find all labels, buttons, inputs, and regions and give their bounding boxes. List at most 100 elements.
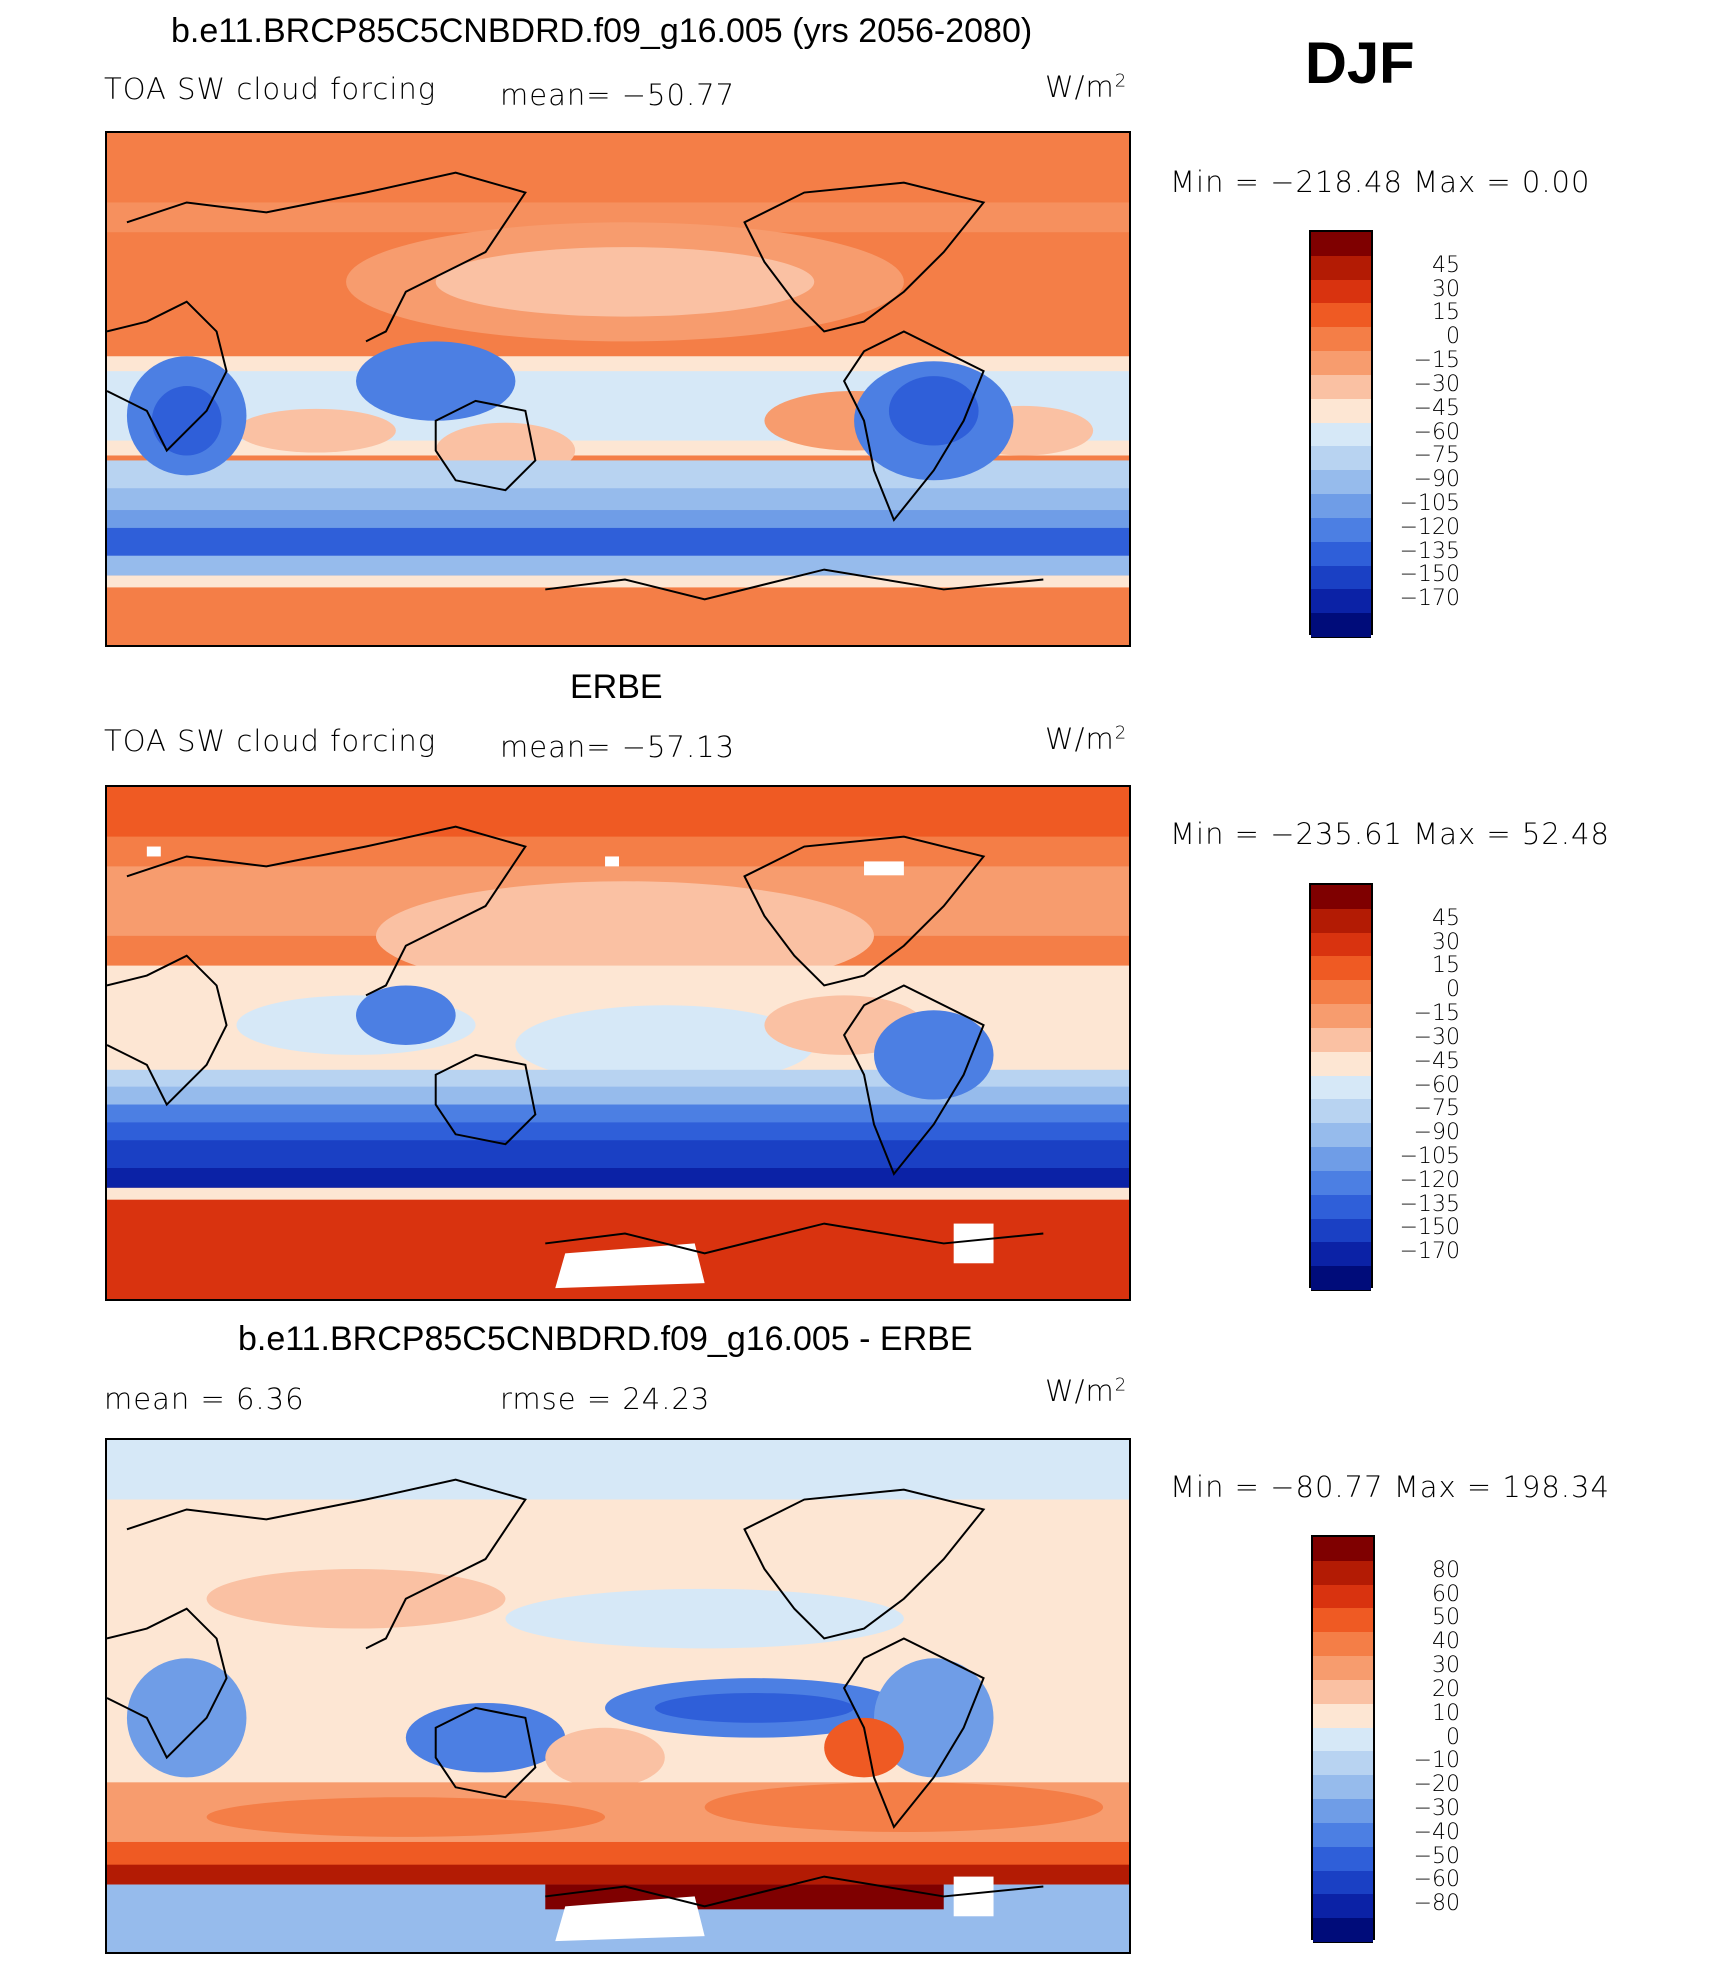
colorbar-swatch (1313, 1751, 1373, 1777)
panel3-map (105, 1438, 1131, 1954)
colorbar-tick-label: −120 (1399, 514, 1460, 540)
colorbar-swatch (1313, 1537, 1373, 1562)
colorbar-tick-label: −90 (1413, 467, 1460, 493)
colorbar-tick-label: −135 (1399, 1191, 1460, 1217)
colorbar-tick-label: −40 (1413, 1819, 1460, 1845)
panel3-colorbar (1311, 1535, 1375, 1943)
panel2-minmax: Min = −235.61 Max = 52.48 (1170, 817, 1610, 851)
colorbar-tick-label: −30 (1413, 1795, 1460, 1821)
colorbar-tick-label: −105 (1399, 490, 1460, 516)
colorbar-tick-label: 45 (1432, 252, 1460, 278)
panel3-rmse-label: rmse = 24.23 (500, 1382, 711, 1416)
colorbar-tick-label: 15 (1432, 953, 1460, 979)
colorbar-swatch (1311, 541, 1371, 567)
colorbar-swatch (1313, 1846, 1373, 1872)
colorbar-swatch (1311, 1147, 1371, 1172)
colorbar-swatch (1311, 932, 1371, 958)
panel2-units-label: W/m2 (1045, 722, 1128, 756)
colorbar-swatch (1313, 1656, 1373, 1681)
colorbar-swatch (1311, 885, 1371, 910)
panel3-title: b.e11.BRCP85C5CNBDRD.f09_g16.005 - ERBE (238, 1320, 973, 1358)
colorbar-swatch (1311, 1266, 1371, 1291)
colorbar-swatch (1311, 1218, 1371, 1244)
colorbar-tick-label: −170 (1399, 1239, 1460, 1265)
panel1-map-field (107, 133, 1129, 645)
panel1-mean-label: mean= −50.77 (500, 78, 736, 112)
colorbar-tick-label: 40 (1432, 1629, 1460, 1655)
season-label: DJF (1305, 31, 1415, 96)
panel1-units-label: W/m2 (1045, 70, 1128, 104)
panel2-colorbar (1309, 883, 1373, 1291)
colorbar-swatch (1313, 1870, 1373, 1896)
colorbar-swatch (1311, 255, 1371, 281)
colorbar-swatch (1311, 1051, 1371, 1077)
colorbar-tick-label: −75 (1413, 443, 1460, 469)
colorbar-swatch (1311, 517, 1371, 543)
colorbar-swatch (1311, 589, 1371, 615)
colorbar-tick-label: −45 (1413, 1048, 1460, 1074)
colorbar-tick-label: 0 (1446, 1724, 1460, 1750)
colorbar-swatch (1313, 1608, 1373, 1634)
colorbar-tick-label: −45 (1413, 395, 1460, 421)
colorbar-tick-label: 80 (1432, 1557, 1460, 1583)
panel3-units-label: W/m2 (1045, 1374, 1128, 1408)
colorbar-swatch (1311, 398, 1371, 424)
colorbar-swatch (1311, 422, 1371, 448)
colorbar-swatch (1313, 1584, 1373, 1610)
colorbar-swatch (1311, 1075, 1371, 1101)
colorbar-swatch (1311, 303, 1371, 329)
panel2-map (105, 785, 1131, 1301)
colorbar-tick-label: −50 (1413, 1843, 1460, 1869)
colorbar-swatch (1311, 327, 1371, 353)
colorbar-tick-label: −90 (1413, 1120, 1460, 1146)
colorbar-swatch (1311, 908, 1371, 934)
panel3-minmax: Min = −80.77 Max = 198.34 (1170, 1470, 1610, 1504)
colorbar-swatch (1313, 1632, 1373, 1658)
colorbar-tick-label: −10 (1413, 1748, 1460, 1774)
colorbar-swatch (1311, 565, 1371, 591)
colorbar-tick-label: 20 (1432, 1676, 1460, 1702)
panel2-colorbar-labels: 45 30 15 0 −15 −30 −45 −60 −75 −90 −105 −120 −135 −15… (1380, 883, 1480, 1288)
panel1-minmax: Min = −218.48 Max = 0.00 (1170, 165, 1591, 199)
colorbar-swatch (1311, 279, 1371, 305)
colorbar-tick-label: 30 (1432, 929, 1460, 955)
colorbar-swatch (1311, 351, 1371, 376)
colorbar-swatch (1313, 1918, 1373, 1943)
colorbar-swatch (1313, 1727, 1373, 1753)
colorbar-swatch (1313, 1703, 1373, 1729)
colorbar-tick-label: 60 (1432, 1581, 1460, 1607)
panel3-colorbar-labels: 80 60 50 40 30 20 10 0 −10 −20 −30 −40 −50 −60 −80 (1380, 1535, 1480, 1940)
colorbar-tick-label: 15 (1432, 300, 1460, 326)
colorbar-tick-label: −135 (1399, 538, 1460, 564)
panel1-colorbar-labels: 45 30 15 0 −15 −30 −45 −60 −75 −90 −105 −120 −135 −15… (1380, 230, 1480, 635)
colorbar-swatch (1313, 1799, 1373, 1824)
colorbar-tick-label: −120 (1399, 1167, 1460, 1193)
colorbar-swatch (1313, 1822, 1373, 1848)
colorbar-tick-label: −30 (1413, 1024, 1460, 1050)
colorbar-swatch (1311, 613, 1371, 638)
colorbar-tick-label: −105 (1399, 1143, 1460, 1169)
panel2-variable-label: TOA SW cloud forcing (104, 724, 437, 758)
colorbar-tick-label: −15 (1413, 348, 1460, 374)
panel1-variable-label: TOA SW cloud forcing (104, 72, 437, 106)
colorbar-swatch (1311, 232, 1371, 257)
panel2-title: ERBE (570, 668, 663, 706)
colorbar-swatch (1311, 980, 1371, 1006)
colorbar-swatch (1311, 446, 1371, 472)
panel1-title: b.e11.BRCP85C5CNBDRD.f09_g16.005 (yrs 20… (171, 12, 1033, 50)
colorbar-tick-label: 0 (1446, 324, 1460, 350)
colorbar-swatch (1311, 1194, 1371, 1220)
colorbar-swatch (1311, 1004, 1371, 1029)
colorbar-tick-label: −150 (1399, 1215, 1460, 1241)
colorbar-swatch (1311, 1242, 1371, 1268)
colorbar-swatch (1313, 1679, 1373, 1705)
colorbar-swatch (1311, 1123, 1371, 1149)
colorbar-swatch (1311, 494, 1371, 519)
colorbar-swatch (1311, 470, 1371, 496)
colorbar-tick-label: −170 (1399, 586, 1460, 612)
colorbar-tick-label: −150 (1399, 562, 1460, 588)
panel3-mean-label: mean = 6.36 (104, 1382, 305, 1416)
panel1-map (105, 131, 1131, 647)
colorbar-swatch (1311, 956, 1371, 982)
colorbar-tick-label: 50 (1432, 1605, 1460, 1631)
